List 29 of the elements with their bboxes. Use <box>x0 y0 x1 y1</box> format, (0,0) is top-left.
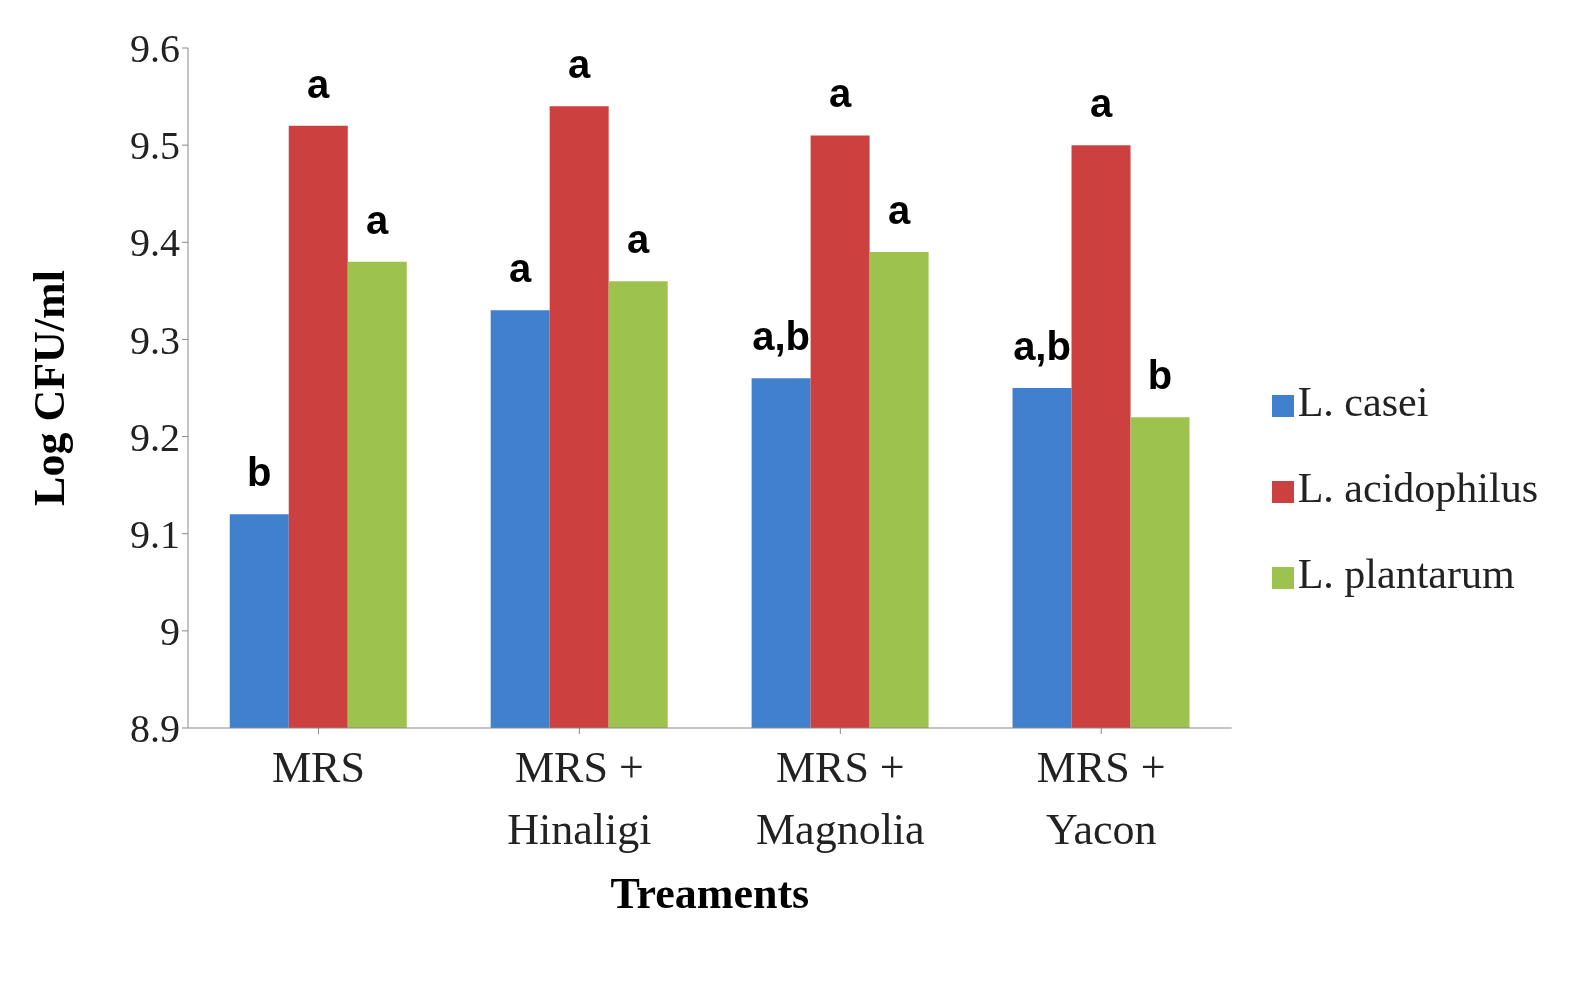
y-axis-title: Log CFU/ml <box>24 270 74 506</box>
y-tick-label: 9.3 <box>130 317 180 363</box>
data-label: a <box>627 217 651 262</box>
x-tick-label: MRS + Magnolia <box>755 743 925 854</box>
y-tick-label: 9.1 <box>130 511 180 557</box>
data-label: a <box>1089 81 1113 126</box>
x-tick-label: MRS + Yacon <box>1036 743 1166 854</box>
legend-label: L. casei <box>1297 379 1429 425</box>
y-tick-label: 9.4 <box>130 220 180 266</box>
data-label: a,b <box>1013 324 1071 368</box>
legend-label: L. plantarum <box>1297 551 1515 597</box>
x-tick-label: MRS + Hinaligi <box>507 743 652 854</box>
data-label: a <box>568 42 592 87</box>
y-tick-label: 9.5 <box>130 123 180 169</box>
x-axis-title: Treaments <box>610 869 810 918</box>
y-tick-label: 9.6 <box>130 26 180 72</box>
legend-label: L. acidophilus <box>1297 465 1538 511</box>
data-label: a <box>887 188 911 232</box>
data-label: a <box>307 61 331 106</box>
data-label: a <box>828 71 852 116</box>
x-tick-label: MRS <box>271 743 365 792</box>
data-label: b <box>1147 353 1173 398</box>
y-tick-label: 9 <box>160 609 180 655</box>
y-tick-label: 9.2 <box>130 414 180 460</box>
data-label: a <box>366 197 390 242</box>
y-tick-label: 8.9 <box>130 706 180 752</box>
data-label: a,b <box>752 314 810 359</box>
data-label: a <box>509 246 533 291</box>
data-label: b <box>247 450 272 495</box>
